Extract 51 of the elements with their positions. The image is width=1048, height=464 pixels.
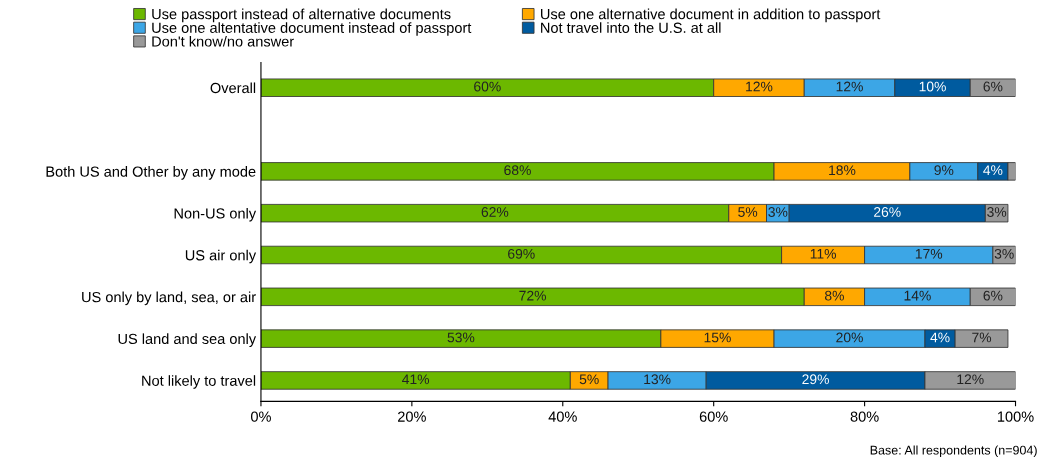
data-label: 7% [972,332,992,343]
legend-label: Don't know/no answer [152,35,294,47]
y-tick-label: Non-US only [174,207,257,222]
legend-label: Not travel into the U.S. at all [541,22,721,33]
y-tick-label: US land and sea only [118,333,257,347]
data-label: 10% [919,81,946,92]
data-label: 53% [447,332,475,343]
legend-label: Use one alternative document in addition to passport [541,8,881,23]
y-tick-label: US only by land, sea, or air [82,291,256,306]
data-label: 6% [983,81,1003,92]
data-label: 17% [915,248,943,259]
x-tick-label: 60% [699,411,728,422]
data-label: 9% [934,165,954,176]
y-tick-label: Not likely to travel [142,375,256,389]
y-tick-label: Both US and Other by any mode [46,166,256,180]
legend-label: Use passport instead of alternative documents [152,8,451,23]
data-label: 6% [983,290,1003,301]
data-label: 41% [402,374,430,385]
y-tick-label: Overall [210,82,256,94]
data-label: 15% [704,332,731,343]
x-tick-label: 80% [850,411,879,422]
data-label: 60% [474,81,501,92]
data-label: 20% [836,332,863,343]
data-label: 69% [508,248,535,259]
x-tick-label: 20% [398,411,426,422]
data-label: 12% [957,374,984,385]
data-label: 11% [810,248,836,259]
data-label: 4% [983,165,1003,176]
x-tick-label: 0% [250,411,271,422]
data-label: 12% [746,81,773,92]
data-label: 5% [738,207,758,217]
data-label: 62% [481,207,509,217]
data-label: 18% [829,165,856,176]
legend-label: Use one altentative document instead of passport [152,22,472,36]
data-label: 72% [519,290,546,301]
text: Base: All respondents (n=904) [870,445,1037,458]
data-label: 5% [579,374,599,385]
x-tick-label: 100% [997,411,1034,422]
data-label: 26% [874,207,901,217]
data-label: 68% [504,165,531,176]
data-label: 8% [824,290,844,301]
data-label: 3% [994,248,1014,259]
data-label: 13% [644,374,671,385]
data-label: 12% [836,81,863,92]
x-tick-label: 40% [548,411,577,422]
y-tick-label: US air only [185,249,257,264]
data-label: 29% [802,374,829,385]
data-label: 4% [930,332,950,343]
data-label: 3% [987,207,1007,217]
data-label: 3% [768,207,788,217]
data-label: 14% [904,290,931,301]
